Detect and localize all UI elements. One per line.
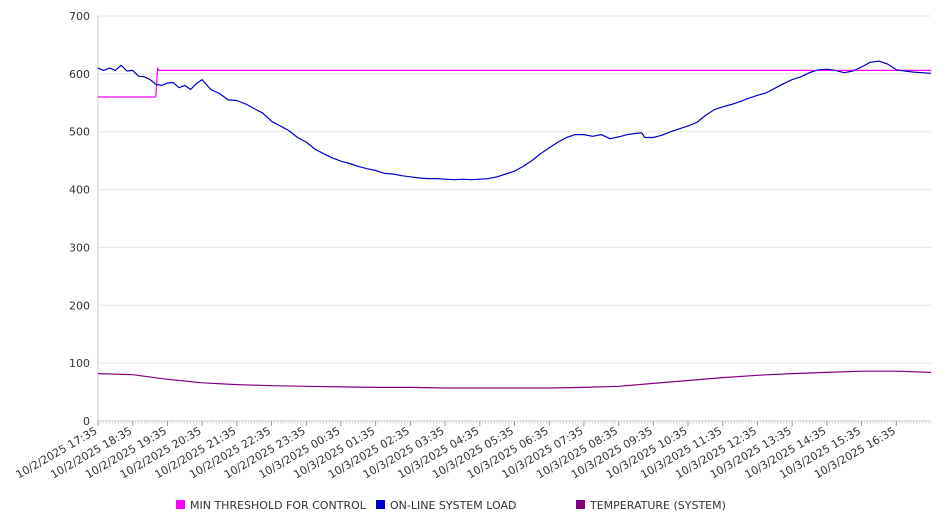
y-tick-label: 400 xyxy=(69,184,90,197)
series-line-0 xyxy=(98,67,931,98)
y-tick-label: 100 xyxy=(69,357,90,370)
y-tick-label: 0 xyxy=(83,415,90,428)
y-tick-label: 600 xyxy=(69,68,90,81)
legend-swatch-0 xyxy=(176,500,185,509)
legend-swatch-1 xyxy=(376,500,385,509)
series-lines xyxy=(97,60,932,389)
legend-label-1: ON-LINE SYSTEM LOAD xyxy=(390,499,516,512)
series-line-1 xyxy=(97,60,932,181)
grid xyxy=(98,15,931,422)
series-line-2 xyxy=(97,370,932,389)
legend-label-0: MIN THRESHOLD FOR CONTROL xyxy=(190,499,367,512)
legend-swatch-2 xyxy=(576,500,585,509)
y-tick-label: 200 xyxy=(69,299,90,312)
y-tick-label: 300 xyxy=(69,241,90,254)
y-tick-label: 700 xyxy=(69,10,90,23)
y-tick-label: 500 xyxy=(69,126,90,139)
legend: MIN THRESHOLD FOR CONTROL ON-LINE SYSTEM … xyxy=(176,499,726,512)
legend-label-2: TEMPERATURE (SYSTEM) xyxy=(589,499,726,512)
y-axis: 0 100 200 300 400 500 600 700 xyxy=(69,10,99,428)
